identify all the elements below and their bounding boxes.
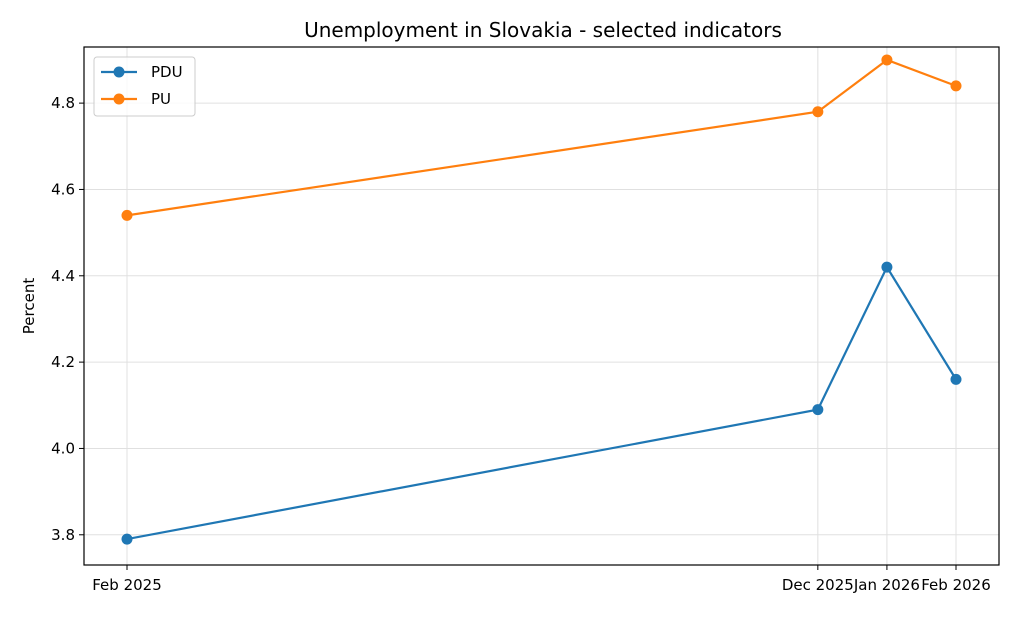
y-axis-label: Percent: [20, 278, 38, 335]
legend-label-pdu: PDU: [151, 63, 183, 81]
grid-layer: [84, 47, 999, 565]
y-tick-label: 3.8: [51, 526, 75, 544]
series-line-pu: [126, 58, 957, 217]
legend-marker-pdu: [113, 66, 125, 78]
series-layer: [121, 54, 962, 545]
plot-frame: [83, 46, 1000, 566]
legend-label-pu: PU: [151, 90, 171, 108]
x-tick-label: Feb 2026: [921, 576, 991, 594]
series-pu: [121, 54, 962, 221]
data-point-pdu: [121, 533, 133, 545]
data-point-pu: [121, 209, 133, 221]
data-point-pu: [881, 54, 893, 66]
series-line-pdu: [126, 264, 957, 541]
legend-marker-pu: [113, 93, 125, 105]
y-tick-label: 4.0: [51, 439, 75, 457]
ticks-layer: Feb 2025 Dec 2025 Jan 2026 Feb 2026 3.8 4.0 4.…: [51, 94, 991, 594]
data-point-pu: [950, 80, 962, 92]
legend-item-pu: PU: [101, 90, 171, 108]
y-tick-label: 4.2: [51, 353, 75, 371]
y-tick-label: 4.8: [51, 94, 75, 112]
x-tick-label: Dec 2025: [782, 576, 854, 594]
x-tick-label: Jan 2026: [853, 576, 920, 594]
series-pdu: [121, 261, 962, 545]
chart-title: Unemployment in Slovakia - selected indi…: [304, 18, 782, 42]
data-point-pdu: [950, 373, 962, 385]
y-tick-label: 4.4: [51, 267, 75, 285]
legend-item-pdu: PDU: [101, 63, 183, 81]
data-point-pdu: [812, 404, 824, 416]
x-tick-label: Feb 2025: [92, 576, 162, 594]
data-point-pdu: [881, 261, 893, 273]
data-point-pu: [812, 106, 824, 118]
y-tick-label: 4.6: [51, 180, 75, 198]
legend: PDU PU: [93, 56, 196, 117]
